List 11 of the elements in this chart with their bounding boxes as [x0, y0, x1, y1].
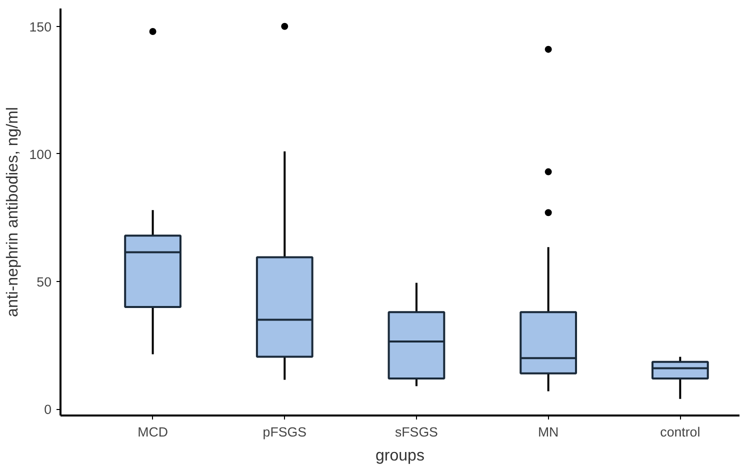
x-tick-label: MN: [538, 424, 559, 440]
y-tick-label: 0: [44, 402, 52, 418]
x-tick-label: MCD: [138, 424, 168, 440]
y-tick-label: 50: [36, 274, 52, 290]
y-axis-title: anti-nephrin antibodies, ng/ml: [4, 107, 22, 317]
x-tick-label: sFSGS: [395, 424, 438, 440]
y-tick-label: 150: [29, 19, 52, 34]
x-axis-title: groups: [376, 448, 424, 464]
y-tick-label: 100: [29, 146, 52, 162]
x-tick-label: control: [660, 424, 700, 440]
x-tick-label: pFSGS: [262, 424, 307, 440]
